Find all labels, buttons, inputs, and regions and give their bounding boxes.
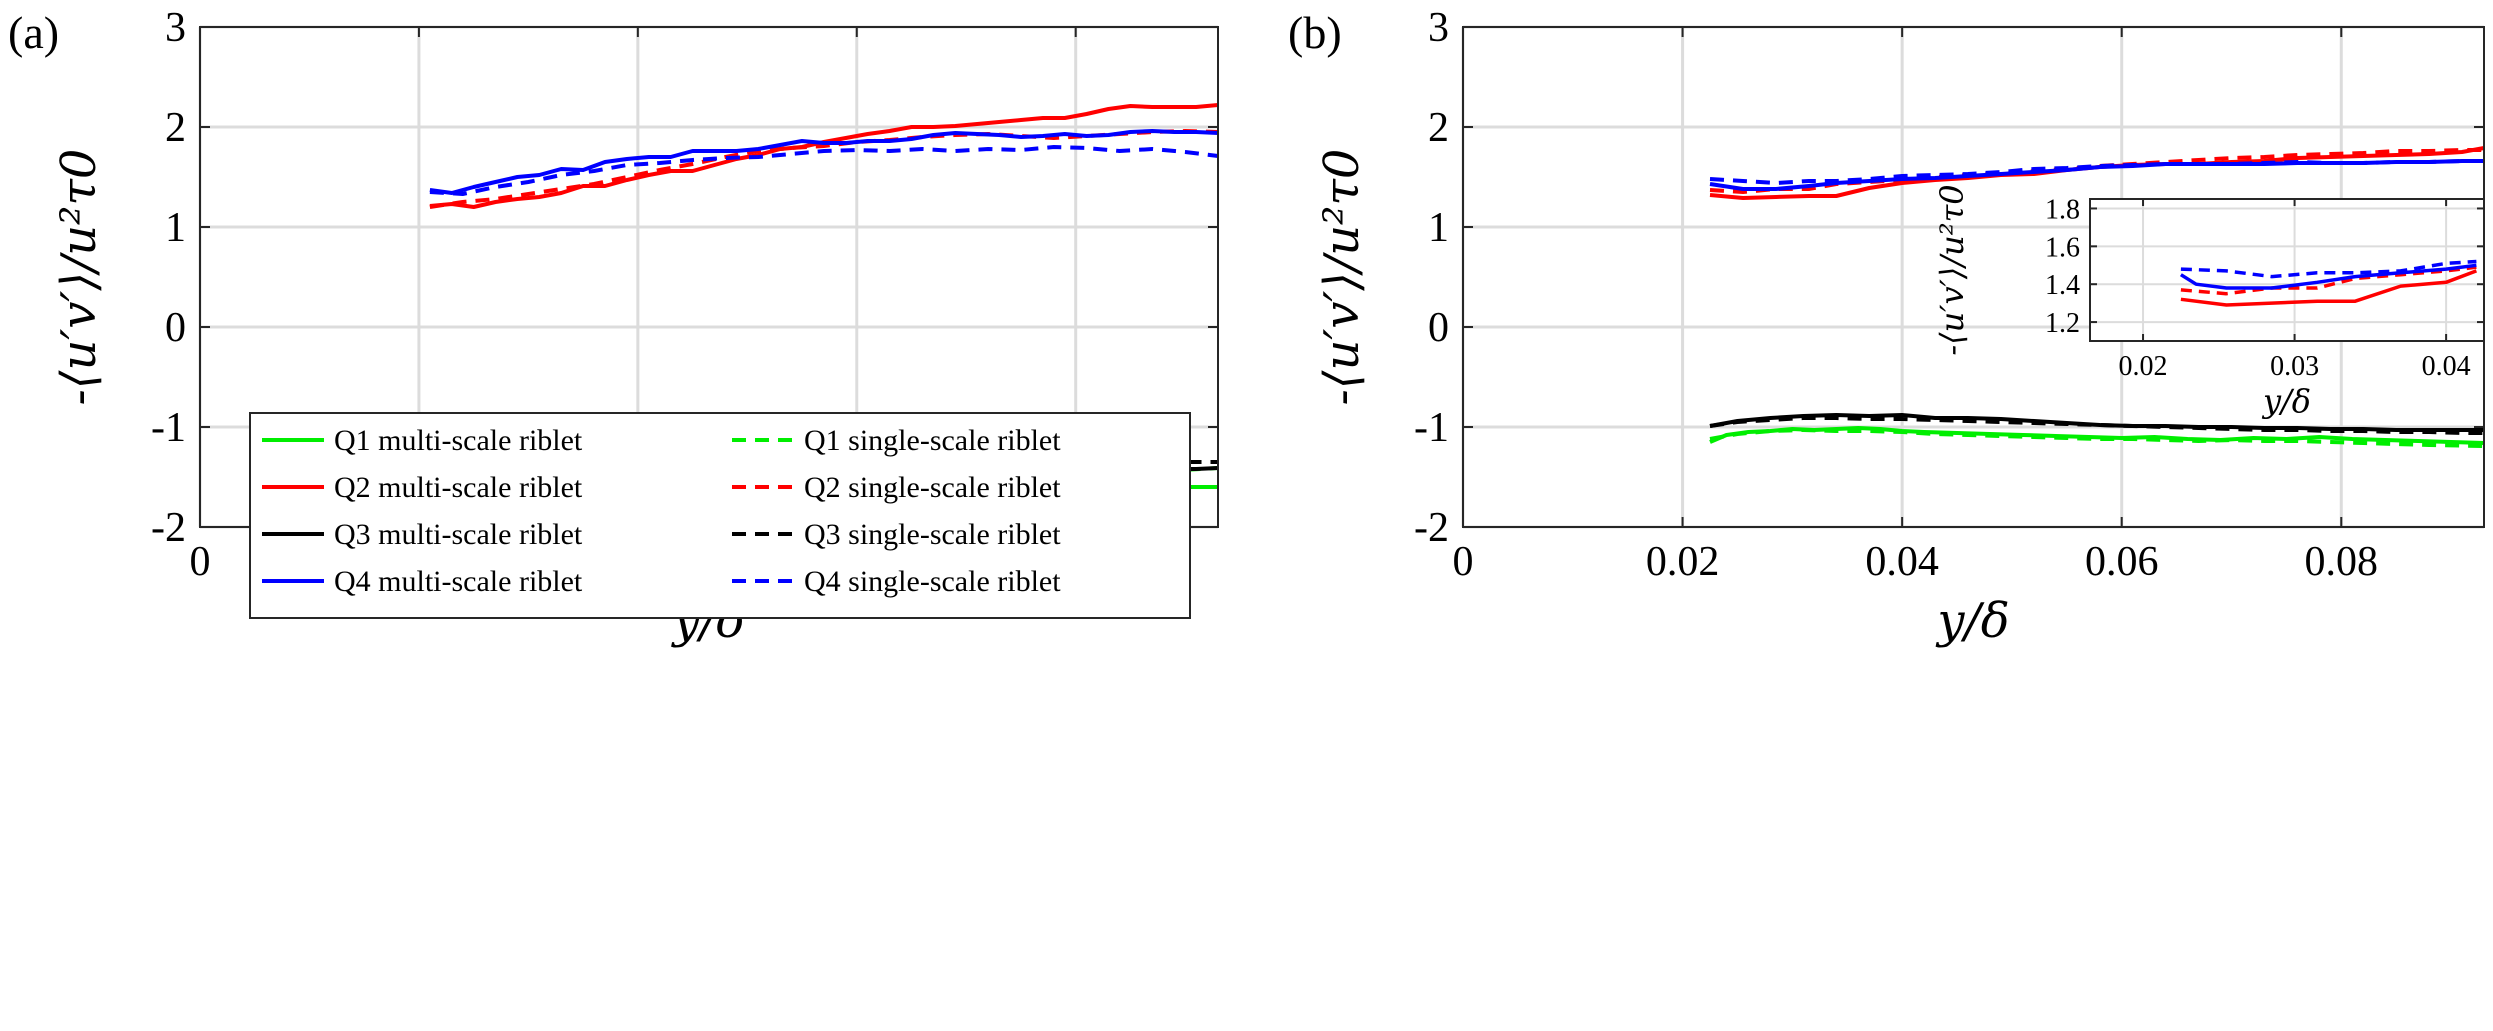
legend: Q1 multi-scale riblet Q1 single-scale rib… [249, 412, 1191, 619]
legend-label-q4-multi-scale-riblet: Q4 multi-scale riblet [334, 565, 583, 598]
x-axis-label: y/δ [1935, 593, 2009, 649]
x-tick-label: 0.02 [2119, 351, 2168, 382]
y-tick-label: 1.6 [2045, 232, 2080, 263]
x-tick-label: 0 [190, 539, 211, 585]
series-line-q3-single-scale-riblet [1709, 416, 2484, 435]
y-tick-label: 1 [1428, 205, 1449, 251]
y-axis-label: -⟨u′v′⟩/u²τ0 [1314, 149, 1370, 406]
series-line-q4-single-scale-riblet [1709, 159, 2484, 185]
y-tick-label: 1.4 [2045, 270, 2080, 301]
y-tick-label: 0 [1428, 305, 1449, 351]
legend-label-q1-multi-scale-riblet: Q1 multi-scale riblet [334, 424, 583, 457]
series-line-q4-multi-scale-riblet [2179, 263, 2477, 290]
y-tick-label: 3 [1428, 5, 1449, 51]
y-tick-label: 2 [165, 105, 186, 151]
panel-label: (a) [8, 7, 59, 58]
inset-b: 0.02 0.03 0.04 1.2 1.4 1.6 1.8 y/δ -⟨u′v′⟩/u²τ0 [1933, 184, 2485, 420]
y-tick-label: 1.2 [2045, 308, 2080, 339]
x-tick-label: 0.08 [2305, 539, 2379, 585]
x-tick-label: 0.03 [2270, 351, 2319, 382]
y-tick-label: 1 [165, 205, 186, 251]
x-tick-label: 0 [1453, 539, 1474, 585]
x-axis-label: y/δ [2261, 382, 2311, 420]
x-tick-label: 0.04 [1865, 539, 1939, 585]
y-axis-label: -⟨u′v′⟩/u²τ0 [1933, 184, 1971, 355]
series-line-q4-multi-scale-riblet [429, 129, 1219, 195]
legend-label-q1-single-scale-riblet: Q1 single-scale riblet [804, 424, 1061, 457]
legend-label-q3-single-scale-riblet: Q3 single-scale riblet [804, 518, 1061, 551]
series-line-q2-single-scale-riblet [429, 129, 1219, 209]
legend-label-q3-multi-scale-riblet: Q3 multi-scale riblet [334, 518, 583, 551]
legend-label-q2-multi-scale-riblet: Q2 multi-scale riblet [334, 471, 583, 504]
y-tick-label: -1 [1414, 405, 1449, 451]
x-tick-label: 0.04 [2422, 351, 2471, 382]
legend-label-q4-single-scale-riblet: Q4 single-scale riblet [804, 565, 1061, 598]
series-line-q2-single-scale-riblet [2180, 265, 2477, 296]
series-line-q4-single-scale-riblet [429, 145, 1219, 196]
series-line-q2-multi-scale-riblet [2180, 269, 2478, 307]
y-tick-label: 0 [165, 305, 186, 351]
legend-box [249, 412, 1191, 619]
y-axis-label: -⟨u′v′⟩/u²τ0 [51, 149, 107, 406]
series-line-q1-single-scale-riblet [1709, 428, 2485, 448]
y-tick-label: -2 [1414, 505, 1449, 551]
y-tick-label: -2 [151, 505, 186, 551]
y-tick-label: 1.8 [2045, 194, 2080, 225]
x-tick-label: 0.06 [2085, 539, 2159, 585]
x-tick-label: 0.02 [1646, 539, 1720, 585]
y-tick-label: -1 [151, 405, 186, 451]
panel-label: (b) [1288, 7, 1342, 58]
y-tick-label: 2 [1428, 105, 1449, 151]
inset-b-axes-box [2089, 198, 2485, 342]
series-line-q4-single-scale-riblet [2180, 259, 2477, 279]
legend-label-q2-single-scale-riblet: Q2 single-scale riblet [804, 471, 1061, 504]
y-tick-label: 3 [165, 5, 186, 51]
